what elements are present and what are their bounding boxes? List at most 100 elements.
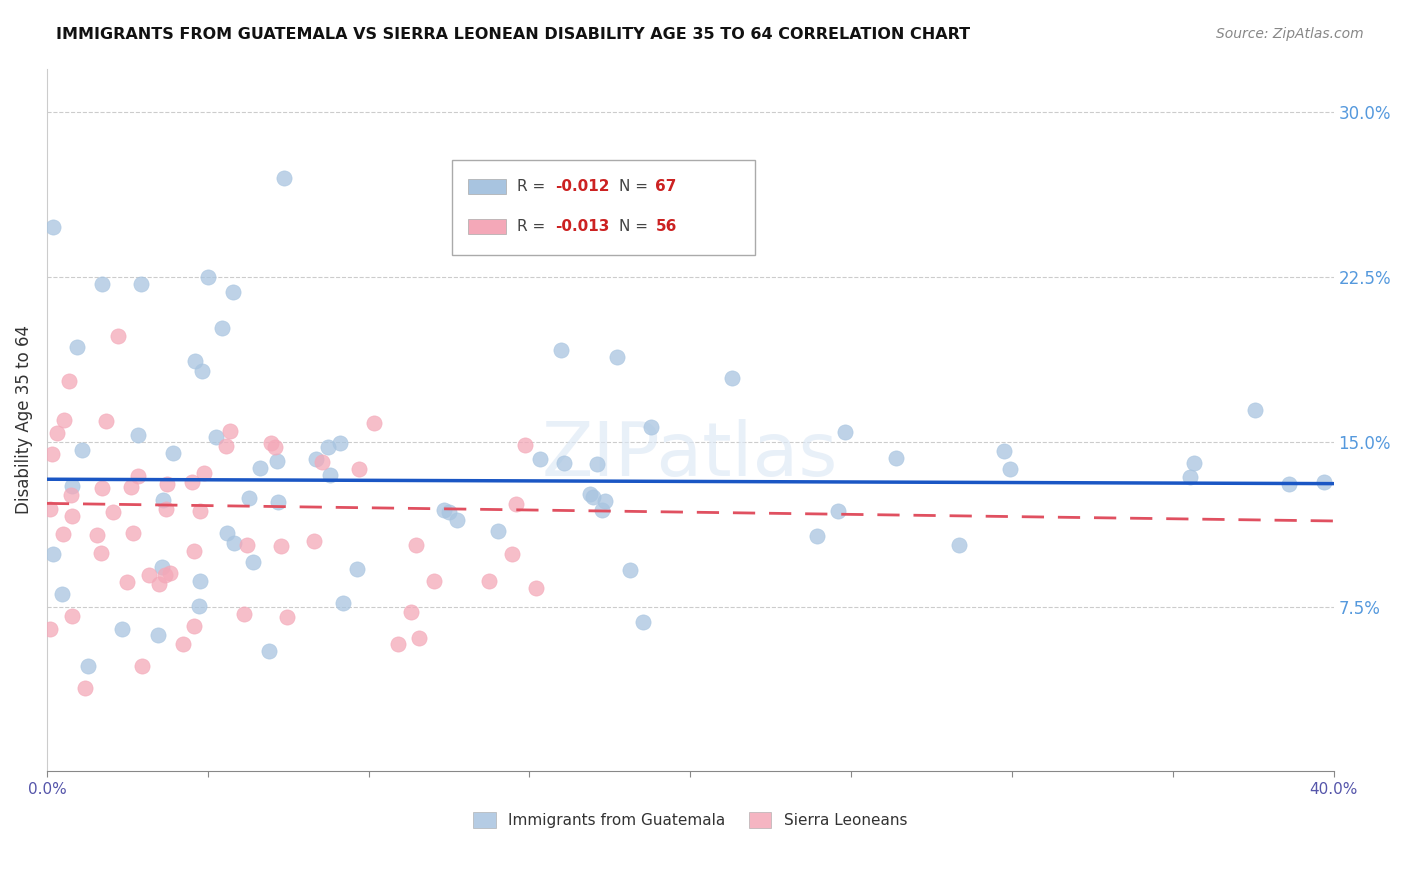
Point xyxy=(582,490,605,504)
Point xyxy=(60,509,83,524)
Bar xyxy=(453,160,755,255)
Point xyxy=(60,479,83,493)
Point xyxy=(238,491,260,506)
Point xyxy=(127,427,149,442)
Point xyxy=(66,340,89,354)
Point xyxy=(827,504,849,518)
Legend: Immigrants from Guatemala, Sierra Leoneans: Immigrants from Guatemala, Sierra Leonea… xyxy=(467,805,914,834)
Bar xyxy=(468,179,506,194)
Point xyxy=(260,436,283,450)
Point xyxy=(806,529,828,543)
Point xyxy=(138,568,160,582)
Point xyxy=(150,560,173,574)
Point xyxy=(127,469,149,483)
Point xyxy=(76,659,98,673)
Point xyxy=(273,171,295,186)
Point xyxy=(91,482,114,496)
Text: R =: R = xyxy=(516,179,550,194)
Point xyxy=(316,440,339,454)
Point xyxy=(94,414,117,428)
Point xyxy=(720,370,742,384)
Text: ZIPatlas: ZIPatlas xyxy=(543,418,838,491)
Point xyxy=(387,637,409,651)
Point xyxy=(129,277,152,292)
Point xyxy=(346,561,368,575)
Point xyxy=(155,502,177,516)
Point xyxy=(42,219,65,234)
Point xyxy=(276,609,298,624)
Point xyxy=(224,536,246,550)
Point xyxy=(1312,475,1334,489)
Point xyxy=(51,587,73,601)
Point xyxy=(115,575,138,590)
Point xyxy=(1182,456,1205,470)
Point xyxy=(264,440,287,454)
Point xyxy=(52,526,75,541)
Point xyxy=(193,467,215,481)
Point xyxy=(329,435,352,450)
Point xyxy=(197,270,219,285)
Text: Source: ZipAtlas.com: Source: ZipAtlas.com xyxy=(1216,27,1364,41)
Point xyxy=(446,512,468,526)
Point xyxy=(103,505,125,519)
Point xyxy=(423,574,446,588)
Point xyxy=(214,439,236,453)
Point xyxy=(153,568,176,582)
Point xyxy=(146,628,169,642)
Point xyxy=(319,467,342,482)
Text: IMMIGRANTS FROM GUATEMALA VS SIERRA LEONEAN DISABILITY AGE 35 TO 64 CORRELATION : IMMIGRANTS FROM GUATEMALA VS SIERRA LEON… xyxy=(56,27,970,42)
Point xyxy=(305,452,328,467)
Point xyxy=(270,539,292,553)
Point xyxy=(107,329,129,343)
Point xyxy=(363,417,385,431)
Point xyxy=(188,599,211,613)
Point xyxy=(399,605,422,619)
Text: R =: R = xyxy=(516,219,550,235)
Point xyxy=(39,501,62,516)
Point xyxy=(593,494,616,508)
Point xyxy=(217,525,239,540)
Point xyxy=(122,526,145,541)
Point xyxy=(183,619,205,633)
Point xyxy=(131,659,153,673)
Point xyxy=(405,538,427,552)
Point xyxy=(58,374,80,388)
Text: 56: 56 xyxy=(655,219,676,235)
Bar xyxy=(468,219,506,235)
Point xyxy=(180,475,202,490)
Point xyxy=(1278,477,1301,491)
Point xyxy=(579,486,602,500)
Point xyxy=(53,413,76,427)
Point xyxy=(42,547,65,561)
Point xyxy=(249,460,271,475)
Point xyxy=(75,681,97,695)
Point xyxy=(242,555,264,569)
Point xyxy=(437,505,460,519)
Point xyxy=(586,457,609,471)
Point xyxy=(172,637,194,651)
Point xyxy=(219,424,242,438)
Point xyxy=(111,622,134,636)
Point xyxy=(591,502,613,516)
Point xyxy=(233,607,256,621)
Point xyxy=(267,494,290,508)
Point xyxy=(222,285,245,299)
Point xyxy=(311,455,333,469)
Point xyxy=(156,477,179,491)
Point xyxy=(159,566,181,581)
Point xyxy=(948,538,970,552)
Point xyxy=(513,437,536,451)
Point xyxy=(183,543,205,558)
Point xyxy=(266,453,288,467)
Point xyxy=(62,609,84,624)
Text: 67: 67 xyxy=(655,179,676,194)
Point xyxy=(236,538,259,552)
Point xyxy=(478,574,501,589)
Point xyxy=(72,442,94,457)
Point xyxy=(211,321,233,335)
Point xyxy=(148,577,170,591)
Point xyxy=(998,462,1021,476)
Point xyxy=(529,452,551,467)
Point xyxy=(41,446,63,460)
Text: N =: N = xyxy=(620,179,654,194)
